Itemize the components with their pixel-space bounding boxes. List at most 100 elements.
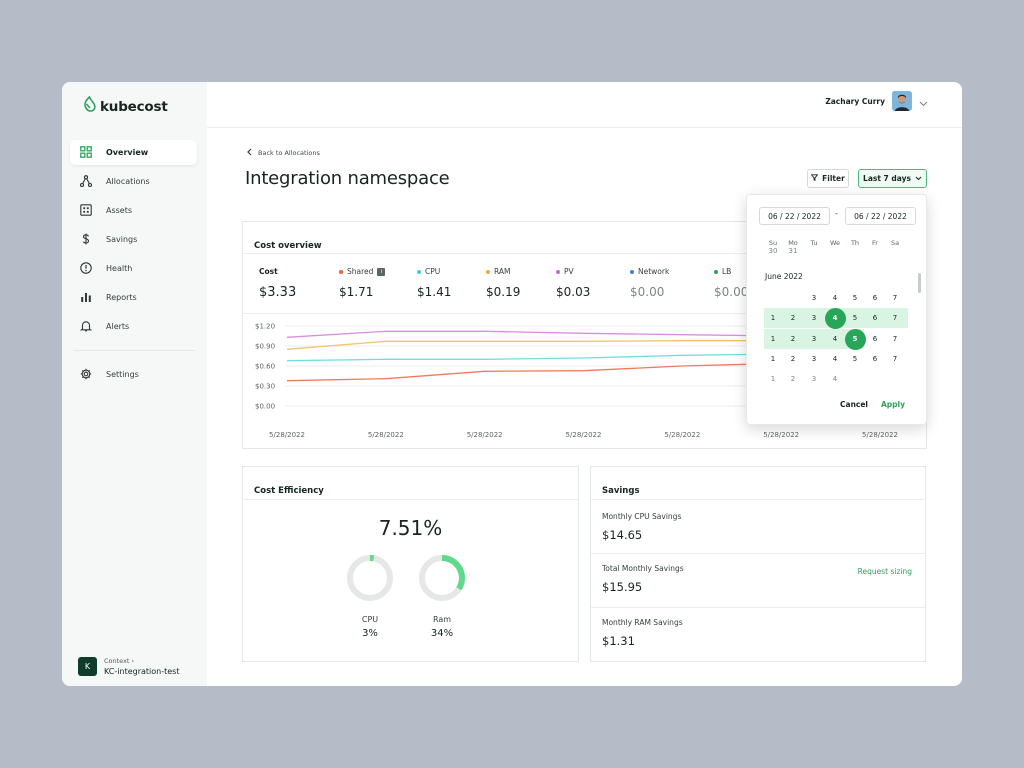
sidebar-item-label: Health xyxy=(106,264,133,273)
cost-efficiency-title: Cost Efficiency xyxy=(254,486,324,496)
back-label: Back to Allocations xyxy=(258,149,320,157)
sidebar-item-assets[interactable]: Assets xyxy=(70,198,197,223)
filter-icon xyxy=(810,174,819,183)
metric-lb[interactable]: LB $0.00 xyxy=(714,267,748,299)
range-highlight xyxy=(764,329,864,349)
weekday-label: Mo xyxy=(788,239,798,247)
savings-label: Monthly RAM Savings xyxy=(602,618,683,627)
donut-fill xyxy=(347,555,393,601)
donut-label: Ram xyxy=(432,615,452,624)
weekday-label: We xyxy=(829,239,841,247)
calendar-day[interactable]: 3 xyxy=(811,355,817,363)
savings-label: Monthly CPU Savings xyxy=(602,512,682,521)
apply-button[interactable]: Apply xyxy=(881,400,906,409)
top-header: Zachary Curry xyxy=(207,82,962,128)
logo[interactable]: kubecost xyxy=(82,95,168,117)
calendar-day[interactable]: 2 xyxy=(790,314,796,322)
request-sizing-link[interactable]: Request sizing xyxy=(857,567,912,576)
kubecost-logo-icon xyxy=(82,95,97,117)
sidebar-item-overview[interactable]: Overview xyxy=(70,140,197,165)
calendar-day[interactable]: 2 xyxy=(790,335,796,343)
savings-row-cpu[interactable]: Monthly CPU Savings $14.65 xyxy=(591,512,925,542)
metric-value: $0.03 xyxy=(556,285,591,299)
sidebar-item-alerts[interactable]: Alerts xyxy=(70,314,197,339)
calendar-day[interactable]: 4 xyxy=(832,375,838,383)
calendar-day[interactable]: 3 xyxy=(811,375,817,383)
metric-pv[interactable]: PV $0.03 xyxy=(556,267,590,299)
metric-cpu[interactable]: CPU $1.41 xyxy=(417,267,451,299)
back-link[interactable]: Back to Allocations xyxy=(247,148,320,158)
calendar-day[interactable]: 7 xyxy=(892,355,898,363)
sidebar-item-allocations[interactable]: Allocations xyxy=(70,169,197,194)
donut-ram: Ram 34% xyxy=(417,553,467,639)
calendar-day[interactable]: 7 xyxy=(892,294,898,302)
calendar-day[interactable]: 6 xyxy=(872,314,878,322)
calendar-day[interactable]: 4 xyxy=(832,335,838,343)
metric-value: $1.71 xyxy=(339,285,374,299)
calendar-day[interactable]: 5 xyxy=(852,314,858,322)
calendar-day[interactable]: 5 xyxy=(852,335,858,343)
calendar-day[interactable]: 1 xyxy=(770,314,776,322)
metric-ram[interactable]: RAM $0.19 xyxy=(486,267,520,299)
calendar-day[interactable]: 4 xyxy=(832,294,838,302)
calendar-day[interactable]: 3 xyxy=(811,335,817,343)
calendar-day[interactable]: 4 xyxy=(832,314,838,322)
y-tick-label: $1.20 xyxy=(255,323,275,331)
info-icon[interactable]: i xyxy=(377,267,386,276)
metric-cost[interactable]: Cost $3.33 xyxy=(259,267,296,300)
calendar-day[interactable]: 4 xyxy=(832,355,838,363)
savings-row-ram[interactable]: Monthly RAM Savings $1.31 xyxy=(591,618,925,648)
calendar-day[interactable]: 6 xyxy=(872,355,878,363)
user-menu[interactable]: Zachary Curry xyxy=(825,91,928,111)
end-date-input[interactable]: 06 / 22 / 2022 xyxy=(845,207,916,225)
date-range-button[interactable]: Last 7 days xyxy=(858,169,927,188)
start-date-input[interactable]: 06 / 22 / 2022 xyxy=(759,207,830,225)
calendar-day[interactable]: 2 xyxy=(790,355,796,363)
x-tick-label: 5/28/2022 xyxy=(269,431,305,439)
sidebar-item-settings[interactable]: Settings xyxy=(70,362,197,387)
context-switcher[interactable]: K Context › KC-integration-test xyxy=(78,657,179,676)
calendar-day[interactable]: 7 xyxy=(892,335,898,343)
chevron-down-icon[interactable] xyxy=(919,92,928,111)
metric-label-row: RAM xyxy=(486,267,520,276)
weekday-label: Tu xyxy=(810,239,818,247)
calendar-day[interactable]: 7 xyxy=(892,314,898,322)
sidebar-item-label: Settings xyxy=(106,370,139,379)
calendar-day[interactable]: 5 xyxy=(852,294,858,302)
calendar-day[interactable]: 6 xyxy=(872,294,878,302)
sidebar-item-label: Overview xyxy=(106,148,149,157)
sidebar-item-savings[interactable]: Savings xyxy=(70,227,197,252)
cancel-button[interactable]: Cancel xyxy=(840,400,869,409)
sidebar-item-reports[interactable]: Reports xyxy=(70,285,197,310)
y-tick-label: $0.90 xyxy=(255,343,275,351)
sidebar-item-label: Assets xyxy=(106,206,133,215)
dollar-icon xyxy=(80,230,92,249)
calendar-day[interactable]: 1 xyxy=(770,355,776,363)
calendar-day[interactable]: 1 xyxy=(770,375,776,383)
savings-row-total[interactable]: Total Monthly Savings $15.95 Request siz… xyxy=(591,554,925,607)
card-header: Cost Efficiency xyxy=(243,467,578,500)
calendar-day[interactable]: 1 xyxy=(770,335,776,343)
efficiency-overall: 7.51% xyxy=(378,516,443,540)
weekday-label: Th xyxy=(850,239,860,247)
calendar-scrollbar[interactable] xyxy=(918,273,921,293)
calendar-day[interactable]: 2 xyxy=(790,375,796,383)
avatar xyxy=(892,91,912,111)
calendar-day[interactable]: 6 xyxy=(872,335,878,343)
metric-shared[interactable]: Shared i $1.71 xyxy=(339,267,386,299)
calendar-day[interactable]: 31 xyxy=(788,247,798,255)
metric-network[interactable]: Network $0.00 xyxy=(630,267,669,299)
calendar-day[interactable]: 30 xyxy=(768,247,778,255)
metric-label-row: PV xyxy=(556,267,590,276)
metric-label: LB xyxy=(722,267,732,276)
calendar-day[interactable]: 5 xyxy=(852,355,858,363)
filter-button[interactable]: Filter xyxy=(807,169,849,188)
savings-value: $14.65 xyxy=(602,528,643,542)
sidebar-item-health[interactable]: Health xyxy=(70,256,197,281)
metric-label: Cost xyxy=(259,267,278,276)
chevron-left-icon xyxy=(247,148,252,158)
donut-fill xyxy=(419,555,465,601)
page-title: Integration namespace xyxy=(245,168,450,189)
calendar-day[interactable]: 3 xyxy=(811,294,817,302)
calendar-day[interactable]: 3 xyxy=(811,314,817,322)
